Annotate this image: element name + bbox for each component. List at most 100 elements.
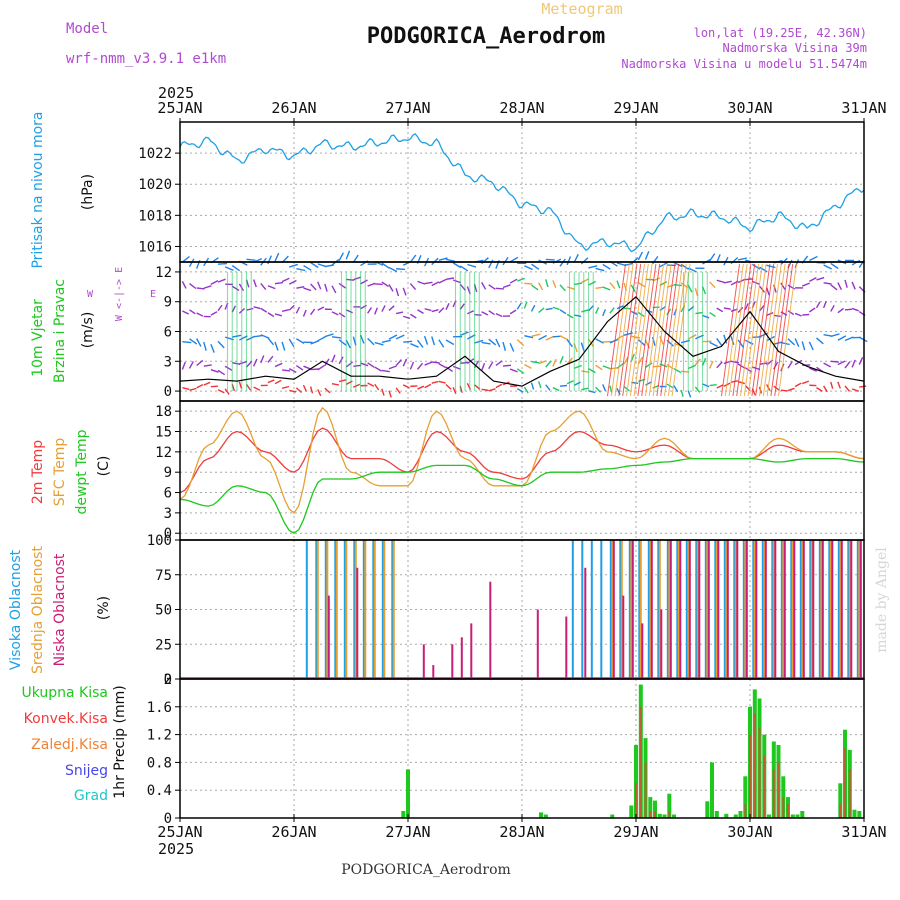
wind-arrow — [687, 364, 696, 370]
wind-storm-barb — [721, 263, 740, 397]
pressure-unit: (hPa) — [80, 174, 96, 210]
mid-cloud-bar — [715, 540, 718, 679]
wind-arrow — [594, 307, 600, 314]
cloud-tick-label: 50 — [155, 603, 172, 619]
mid-cloud-bar — [668, 540, 671, 679]
wind-arrow — [545, 384, 551, 391]
wind-arrow — [716, 338, 723, 347]
wind-arrow — [844, 308, 853, 311]
wind-arrow — [324, 333, 334, 338]
wind-arrow — [381, 281, 389, 288]
wind-storm-barb — [660, 263, 680, 397]
wind-arrow — [616, 280, 621, 289]
wind-arrow — [709, 281, 716, 289]
low-cloud-bar — [831, 540, 834, 679]
wind-arrow — [410, 343, 419, 348]
wind-compass-e: E — [150, 289, 156, 300]
time-label-bottom: 31JAN — [841, 823, 886, 841]
mid-cloud-bar — [316, 540, 319, 679]
wind-arrow — [523, 301, 528, 309]
wind-arrow — [552, 358, 557, 367]
wind-arrow — [388, 365, 397, 370]
low-cloud-bar — [489, 581, 492, 679]
wind-arrow — [524, 282, 533, 285]
wind-arrow — [431, 361, 440, 364]
wind-arrow — [680, 389, 684, 397]
high-cloud-bar — [334, 540, 337, 679]
time-label-bottom: 28JAN — [499, 823, 544, 841]
wind-arrow — [709, 253, 716, 262]
wind-arrow — [467, 310, 475, 315]
wind-arrow — [595, 286, 604, 289]
total-precip-bar — [767, 814, 771, 818]
wind-arrow — [295, 364, 304, 371]
wind-label-2: Brzina i Pravac — [52, 279, 68, 383]
wind-arrow — [816, 387, 823, 392]
wind-arrow — [751, 263, 761, 270]
wind-arrow — [822, 301, 827, 309]
total-precip-bar — [610, 814, 615, 818]
wind-arrow — [574, 282, 583, 286]
conv-precip-bar — [749, 734, 751, 818]
wind-arrow — [702, 383, 710, 388]
wind-storm-barb — [664, 263, 683, 397]
wind-arrow — [445, 384, 452, 390]
wind-arrow — [630, 257, 639, 265]
wind-arrow — [531, 263, 540, 270]
temp-tick-label: 15 — [155, 425, 172, 441]
total-precip-bar — [852, 809, 857, 818]
wind-arrow — [381, 339, 391, 343]
wind-arrow — [531, 333, 541, 338]
time-label-bottom: 29JAN — [613, 823, 658, 841]
low-cloud-bar — [669, 540, 672, 679]
conv-precip-bar — [839, 804, 842, 818]
total-precip-bar — [634, 745, 638, 818]
wind-arrow — [217, 278, 226, 283]
wind-arrow — [566, 380, 574, 385]
wind-arrow — [274, 252, 280, 262]
high-cloud-bar — [381, 540, 384, 679]
wind-storm-barb — [774, 263, 794, 397]
wind-arrow — [438, 339, 445, 348]
wind-arrow — [645, 362, 653, 368]
wind-arrow — [424, 308, 432, 312]
low-cloud-bar — [774, 540, 777, 679]
wind-arrow — [338, 379, 347, 383]
wind-arrow — [716, 279, 725, 284]
total-precip-bar — [838, 783, 843, 819]
wind-arrow — [217, 369, 226, 376]
wind-arrow — [652, 365, 661, 368]
wind-arrow — [844, 336, 854, 342]
wind-arrow — [246, 307, 254, 311]
wind-arrow — [409, 361, 415, 370]
high-cloud-bar — [676, 540, 679, 679]
high-cloud-label: Visoka Oblacnost — [8, 549, 24, 670]
wind-arrow — [381, 305, 386, 312]
precip-tick-label: 1.6 — [147, 700, 172, 716]
wind-arrow — [637, 251, 644, 261]
wind-arrow — [702, 314, 710, 319]
wind-arrow — [402, 287, 407, 296]
wind-arrow — [644, 251, 650, 260]
wind-arrow — [403, 340, 413, 343]
high-cloud-bar — [324, 540, 327, 679]
wind-arrow — [310, 368, 319, 371]
wind-arrow — [459, 331, 469, 337]
wind-arrow — [267, 355, 274, 363]
total-precip-bar — [648, 797, 653, 818]
mid-cloud-bar — [763, 540, 766, 679]
temp-tick-label: 9 — [164, 465, 172, 481]
dewpt-label: dewpt Temp — [74, 429, 90, 514]
high-cloud-bar — [780, 540, 783, 679]
wind-arrow — [816, 337, 824, 345]
wind-arrow — [837, 307, 844, 314]
wind-arrow — [281, 341, 286, 351]
total-precip-bar — [738, 811, 743, 818]
wind-arrow — [752, 366, 761, 371]
wind-arrow — [274, 281, 283, 285]
wind-storm-barb — [751, 263, 771, 397]
wind-arrow — [402, 358, 408, 367]
wind-arrow — [531, 360, 540, 364]
wind-arrow — [296, 338, 305, 344]
mid-cloud-bar — [858, 540, 861, 679]
